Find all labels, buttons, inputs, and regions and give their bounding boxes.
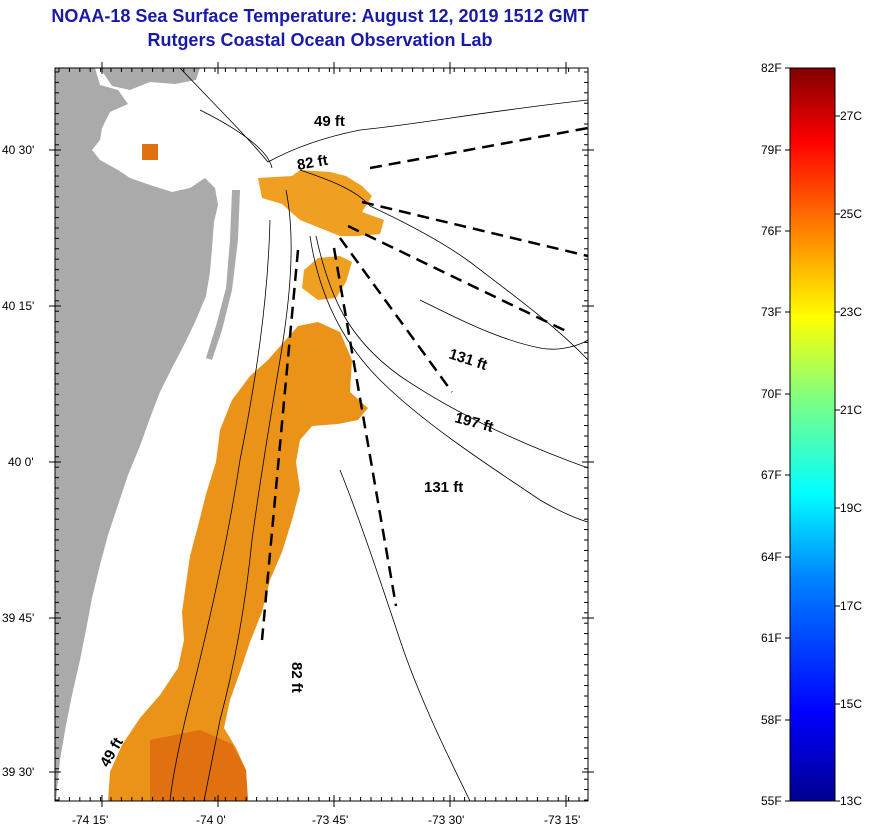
land-mass bbox=[55, 68, 218, 801]
lat-label-39-30: 39 30' bbox=[2, 765, 34, 779]
colorbar-f-61: 61F bbox=[761, 631, 782, 645]
longitude-axis: -74 15' -74 0' -73 45' -73 30' -73 15' bbox=[72, 813, 580, 827]
lon-label-73-30: -73 30' bbox=[428, 813, 464, 827]
map-subtitle: Rutgers Coastal Ocean Observation Lab bbox=[147, 30, 493, 50]
sst-pixel-inland bbox=[142, 144, 158, 160]
depth-label-49ft-north: 49 ft bbox=[314, 113, 345, 130]
colorbar-f-76: 76F bbox=[761, 224, 782, 238]
lat-label-40-15: 40 15' bbox=[2, 299, 34, 313]
colorbar-c-23: 23C bbox=[840, 305, 862, 319]
barrier-island bbox=[206, 190, 240, 360]
colorbar-f-70: 70F bbox=[761, 387, 782, 401]
colorbar-c-21: 21C bbox=[840, 403, 862, 417]
depth-label-131ft-south: 131 ft bbox=[424, 479, 463, 496]
colorbar-c-27: 27C bbox=[840, 109, 862, 123]
sst-patch-main bbox=[108, 322, 368, 801]
colorbar-c-25: 25C bbox=[840, 207, 862, 221]
colorbar-c-19: 19C bbox=[840, 501, 862, 515]
lat-label-40-0: 40 0' bbox=[8, 455, 34, 469]
colorbar-f-58: 58F bbox=[761, 713, 782, 727]
colorbar-f-82: 82F bbox=[761, 61, 782, 75]
colorbar: 82F 79F 76F 73F 70F 67F 64F 61F 58F 55F … bbox=[761, 61, 862, 808]
transect-lines bbox=[260, 126, 588, 641]
depth-label-82ft-north: 82 ft bbox=[296, 152, 329, 174]
lon-label-74-0: -74 0' bbox=[196, 813, 226, 827]
map-title: NOAA-18 Sea Surface Temperature: August … bbox=[51, 6, 589, 26]
colorbar-f-64: 64F bbox=[761, 550, 782, 564]
colorbar-gradient bbox=[789, 67, 836, 802]
map-frame bbox=[54, 67, 589, 802]
colorbar-f-73: 73F bbox=[761, 305, 782, 319]
lon-label-74-15: -74 15' bbox=[72, 813, 108, 827]
depth-label-82ft-south: 82 ft bbox=[288, 662, 305, 693]
lat-label-40-30: 40 30' bbox=[2, 143, 34, 157]
sst-patch-north bbox=[258, 170, 384, 236]
lon-label-73-15: -73 15' bbox=[544, 813, 580, 827]
colorbar-c-17: 17C bbox=[840, 599, 862, 613]
lon-label-73-45: -73 45' bbox=[312, 813, 348, 827]
land-north bbox=[100, 68, 200, 90]
sst-patch-mid bbox=[302, 256, 352, 300]
sst-patch-south-hot bbox=[150, 730, 248, 801]
colorbar-f-55: 55F bbox=[761, 794, 782, 808]
colorbar-c-13: 13C bbox=[840, 794, 862, 808]
latitude-axis: 40 30' 40 15' 40 0' 39 45' 39 30' bbox=[2, 143, 34, 779]
bathymetry-contours bbox=[169, 68, 588, 801]
colorbar-f-79: 79F bbox=[761, 143, 782, 157]
lat-label-39-45: 39 45' bbox=[2, 611, 34, 625]
colorbar-c-15: 15C bbox=[840, 697, 862, 711]
colorbar-f-67: 67F bbox=[761, 468, 782, 482]
